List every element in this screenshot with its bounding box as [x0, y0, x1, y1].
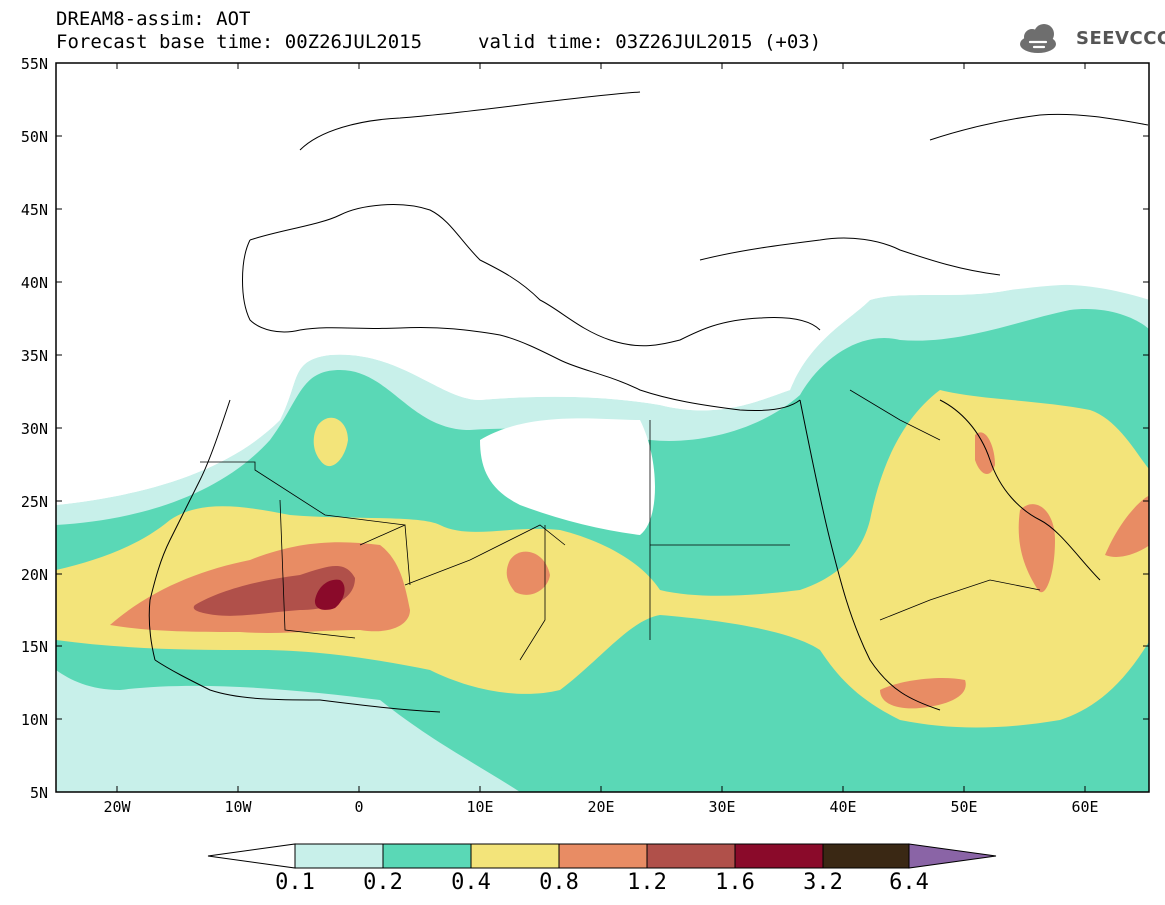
- cloud-icon: [1020, 24, 1056, 53]
- lat-label: 10N: [20, 711, 48, 729]
- colorbar-label: 1.6: [715, 870, 755, 895]
- lat-label: 35N: [20, 347, 48, 365]
- forecast-base-time: Forecast base time: 00Z26JUL2015: [56, 31, 423, 53]
- axis-ticks: [56, 62, 1149, 792]
- map-title: DREAM8-assim: AOT: [56, 8, 251, 30]
- colorbar-bin-6: [734, 843, 824, 869]
- aot-band-1.2: [193, 565, 355, 616]
- colorbar-label: 3.2: [803, 870, 843, 895]
- seevccc-logo: [1020, 24, 1056, 53]
- lat-label: 40N: [20, 274, 48, 292]
- colorbar-bin-2: [382, 843, 472, 869]
- lon-label: 60E: [1071, 798, 1099, 816]
- colorbar-label: 1.2: [627, 870, 667, 895]
- colorbar-label: 6.4: [889, 870, 929, 895]
- colorbar-bin-4: [558, 843, 648, 869]
- lon-label: 20W: [103, 798, 131, 816]
- lat-label: 20N: [20, 566, 48, 584]
- colorbar: [207, 843, 997, 869]
- lat-label: 45N: [20, 201, 48, 219]
- logo-text: SEEVCCC: [1076, 28, 1165, 49]
- lat-label: 25N: [20, 493, 48, 511]
- colorbar-label: 0.2: [363, 870, 403, 895]
- colorbar-label: 0.4: [451, 870, 491, 895]
- lat-label: 5N: [29, 784, 48, 802]
- lon-label: 30E: [708, 798, 736, 816]
- country-borders: [200, 389, 1041, 661]
- colorbar-low-arrow: [207, 843, 296, 869]
- lon-label: 10W: [224, 798, 252, 816]
- lat-label: 50N: [20, 128, 48, 146]
- lat-label: 30N: [20, 420, 48, 438]
- colorbar-bin-7: [822, 843, 910, 869]
- colorbar-bin-3: [470, 843, 560, 869]
- colorbar-label: 0.8: [539, 870, 579, 895]
- lat-label: 15N: [20, 638, 48, 656]
- colorbar-high-arrow: [908, 843, 997, 869]
- aot-field: [56, 63, 1149, 792]
- aot-band-0.4: [56, 390, 1149, 728]
- lon-label: 0: [354, 798, 364, 816]
- colorbar-bin-5: [646, 843, 736, 869]
- lon-label: 10E: [466, 798, 494, 816]
- lon-label: 20E: [587, 798, 615, 816]
- lon-label: 50E: [950, 798, 978, 816]
- valid-time: valid time: 03Z26JUL2015 (+03): [478, 31, 822, 53]
- colorbar-bin-1: [294, 843, 384, 869]
- lat-label: 55N: [20, 55, 48, 73]
- colorbar-label: 0.1: [275, 870, 315, 895]
- lon-label: 40E: [829, 798, 857, 816]
- coastlines: [148, 91, 1149, 713]
- aot-band-1.6: [314, 579, 345, 610]
